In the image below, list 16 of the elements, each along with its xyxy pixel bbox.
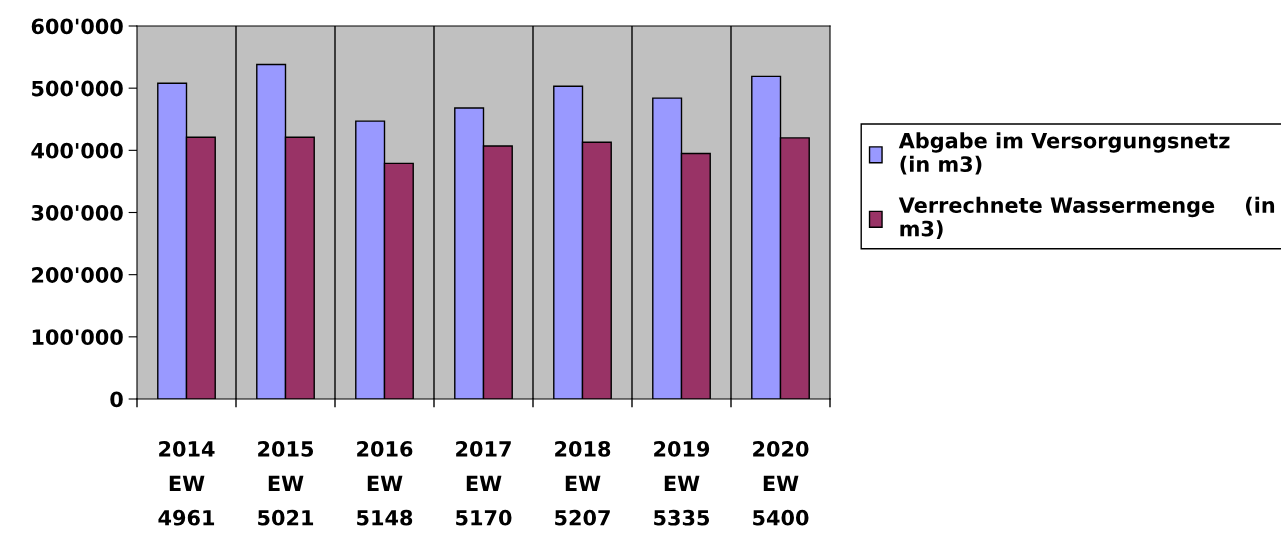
x-tick-label: 2018 EW 5207 (555, 441, 611, 526)
x-tick-label: 2016 EW 5148 (357, 441, 413, 526)
legend-label: Abgabe im Versorgungsnetz (in m3) (898, 132, 1230, 175)
y-tick-label: 200'000 (32, 267, 123, 283)
y-tick-label: 400'000 (31, 142, 123, 159)
y-tick-label: 600'000 (31, 18, 123, 35)
legend-label: Verrechnete Wassermenge (in m3) (898, 196, 1275, 239)
x-tick-label: 2019 EW 5335 (654, 441, 710, 526)
y-tick-label: 500'000 (32, 80, 123, 97)
y-tick-label: 300'000 (31, 204, 123, 221)
y-tick-label: 0 (110, 391, 123, 408)
x-tick-label: 2017 EW 5170 (456, 441, 512, 526)
x-tick-label: 2014 EW 4961 (158, 441, 215, 526)
x-tick-label: 2015 EW 5021 (258, 441, 314, 526)
y-tick-label: 100'000 (32, 329, 123, 346)
x-tick-label: 2020 EW 5400 (753, 441, 809, 526)
